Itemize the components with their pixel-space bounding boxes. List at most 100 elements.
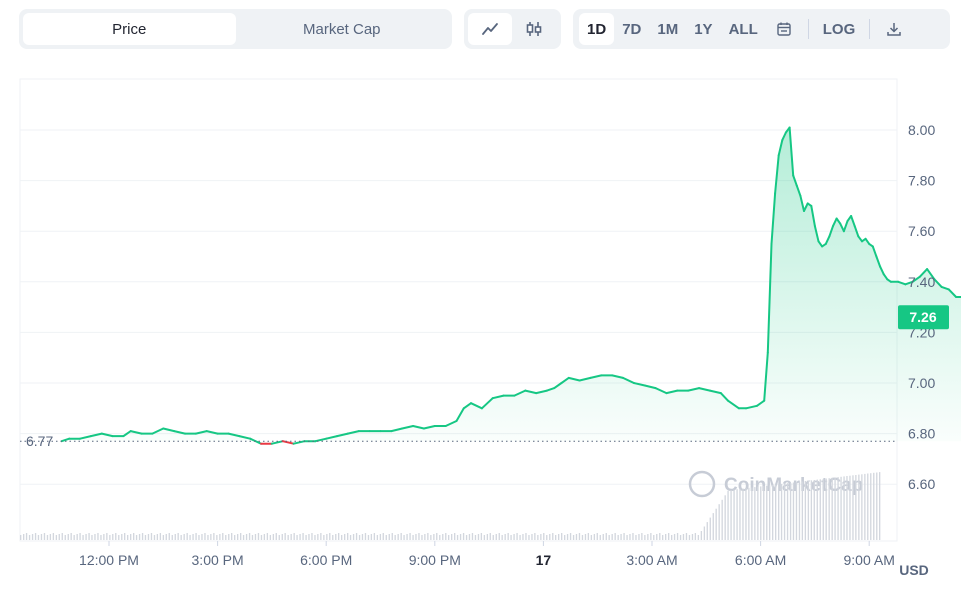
price-line-segment bbox=[904, 280, 914, 286]
log-scale-button[interactable]: LOG bbox=[822, 20, 856, 38]
volume-bar bbox=[694, 533, 697, 540]
volume-bar bbox=[52, 533, 55, 540]
volume-bar bbox=[242, 535, 245, 540]
volume-bar bbox=[124, 533, 126, 540]
volume-bar bbox=[308, 534, 310, 540]
volume-bar bbox=[133, 533, 135, 540]
volume-bar bbox=[671, 535, 673, 540]
volume-bar bbox=[388, 534, 390, 540]
price-line-segment bbox=[756, 399, 766, 407]
volume-bar bbox=[480, 533, 483, 540]
volume-bar bbox=[843, 476, 845, 540]
price-line-segment bbox=[781, 131, 787, 142]
volume-bar bbox=[349, 535, 352, 540]
price-line-segment bbox=[422, 425, 436, 430]
range-all-button[interactable]: ALL bbox=[728, 20, 758, 38]
range-1d-button[interactable]: 1D bbox=[579, 13, 615, 45]
download-button[interactable] bbox=[876, 13, 912, 45]
volume-bar bbox=[234, 535, 236, 540]
volume-bar bbox=[608, 535, 610, 540]
volume-bar bbox=[736, 489, 738, 540]
price-line-segment bbox=[173, 430, 186, 435]
volume-bar bbox=[430, 535, 432, 540]
price-line-segment bbox=[227, 432, 241, 438]
volume-bar bbox=[347, 533, 349, 540]
price-line-segment bbox=[412, 425, 425, 430]
volume-bar bbox=[73, 535, 75, 540]
volume-bar bbox=[673, 534, 676, 540]
volume-bar bbox=[370, 534, 373, 540]
volume-bar bbox=[278, 535, 280, 540]
volume-bar bbox=[644, 535, 646, 540]
volume-bar bbox=[231, 533, 233, 540]
chart-type-switch bbox=[464, 9, 561, 49]
volume-bar bbox=[879, 472, 881, 540]
price-line-segment bbox=[560, 376, 570, 384]
date-range-button[interactable] bbox=[766, 13, 802, 45]
volume-bar bbox=[528, 535, 530, 540]
y-tick-label: 7.40 bbox=[908, 274, 935, 290]
price-line-segment bbox=[933, 278, 943, 288]
volume-bar bbox=[552, 533, 554, 540]
range-1m-button[interactable]: 1M bbox=[657, 20, 679, 38]
volume-bar bbox=[834, 477, 836, 540]
currency-unit-label: USD bbox=[899, 562, 929, 578]
price-line-segment bbox=[875, 255, 882, 268]
price-line-segment bbox=[632, 382, 646, 387]
volume-bar bbox=[727, 490, 729, 540]
volume-bar bbox=[587, 533, 590, 540]
volume-bar bbox=[602, 534, 604, 540]
range-1y-button[interactable]: 1Y bbox=[694, 20, 713, 38]
volume-bar bbox=[783, 483, 786, 540]
volume-bar bbox=[275, 533, 277, 540]
x-tick-label: 3:00 AM bbox=[626, 552, 677, 568]
candlestick-icon bbox=[526, 22, 542, 36]
volume-bar bbox=[676, 533, 679, 540]
volume-bar bbox=[522, 534, 524, 540]
volume-bar bbox=[305, 535, 307, 540]
volume-bar bbox=[79, 533, 81, 540]
price-line-segment bbox=[401, 425, 415, 430]
price-line-segment bbox=[763, 351, 769, 402]
volume-bar bbox=[617, 535, 619, 540]
y-tick-label: 8.00 bbox=[908, 122, 935, 138]
volume-bar bbox=[825, 478, 827, 540]
price-line-segment bbox=[708, 389, 722, 395]
volume-bar bbox=[406, 534, 408, 540]
volume-bar bbox=[555, 535, 557, 540]
volume-bar bbox=[584, 534, 587, 540]
x-tick-label: 6:00 PM bbox=[300, 552, 352, 568]
price-line-segment bbox=[654, 387, 668, 395]
volume-bar bbox=[130, 534, 132, 540]
price-line-segment bbox=[835, 217, 842, 225]
plot-frame bbox=[19, 78, 898, 542]
price-line-segment bbox=[390, 427, 404, 433]
volume-bar bbox=[831, 477, 833, 540]
tab-price[interactable]: Price bbox=[23, 13, 236, 45]
volume-bar bbox=[709, 517, 711, 540]
volume-bar bbox=[819, 479, 821, 540]
volume-bar bbox=[293, 533, 295, 540]
price-series bbox=[60, 126, 961, 445]
volume-bar bbox=[763, 486, 765, 540]
volume-bar bbox=[757, 486, 759, 540]
volume-bar bbox=[174, 534, 176, 540]
price-line-segment bbox=[940, 285, 950, 291]
price-line-segment bbox=[79, 435, 92, 440]
volume-bar bbox=[507, 533, 509, 540]
candlestick-button[interactable] bbox=[512, 13, 556, 45]
price-line-segment bbox=[857, 235, 863, 243]
line-chart-button[interactable] bbox=[468, 13, 512, 45]
volume-bar bbox=[718, 504, 720, 540]
volume-bar bbox=[424, 534, 426, 540]
y-tick-label: 6.80 bbox=[908, 426, 935, 442]
volume-bar bbox=[418, 533, 420, 540]
tab-market-cap[interactable]: Market Cap bbox=[302, 20, 381, 38]
price-line-segment bbox=[611, 374, 624, 379]
volume-bar bbox=[569, 533, 572, 540]
volume-bar bbox=[730, 490, 732, 540]
range-7d-button[interactable]: 7D bbox=[622, 20, 642, 38]
baseline-label: 6.77 bbox=[26, 433, 53, 449]
price-line-segment bbox=[832, 217, 838, 228]
